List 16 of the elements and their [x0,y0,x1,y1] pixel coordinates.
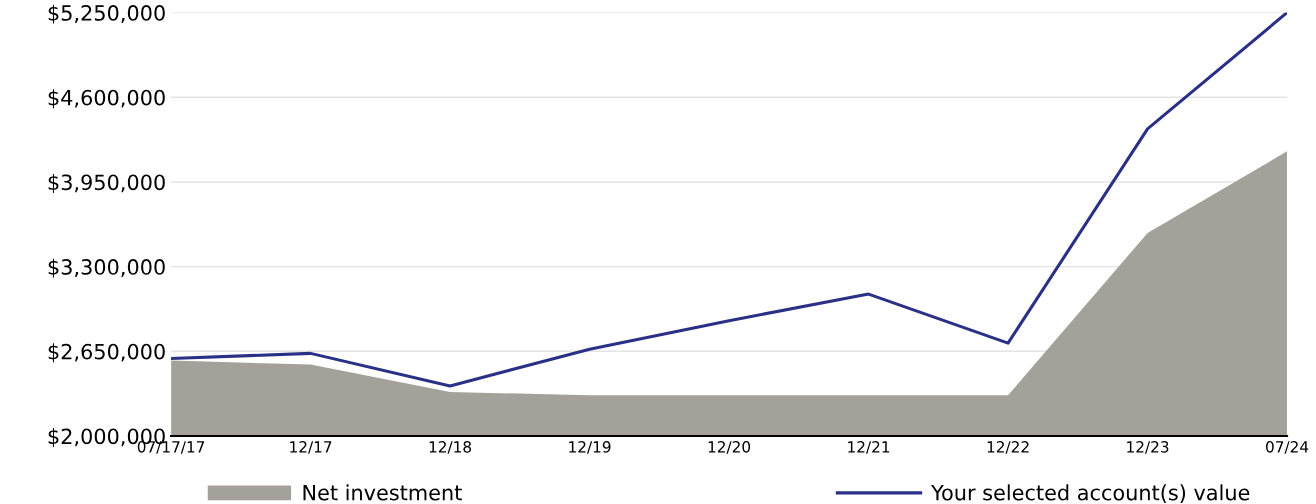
y-tick-label: $3,950,000 [48,174,165,193]
x-tick-label: 12/21 [848,441,890,454]
x-tick-label: 12/19 [569,441,611,454]
x-tick-label: 12/18 [429,441,472,454]
x-tick-label: 12/23 [1127,441,1169,454]
x-tick-label: 12/20 [708,441,751,454]
x-tick-label: 07/24 [1266,441,1309,454]
y-tick-label: $5,250,000 [48,4,165,24]
y-tick-label: $2,650,000 [48,343,165,363]
line-series [171,12,1288,388]
x-tick-label: 12/17 [290,441,332,454]
y-tick-label: $4,600,000 [48,89,165,109]
y-tick-label: $3,300,000 [48,258,165,278]
legend-label: Your selected account(s) value [931,484,1250,503]
legend-label: Net investment [303,484,462,501]
x-tick-label: 12/22 [987,441,1029,454]
